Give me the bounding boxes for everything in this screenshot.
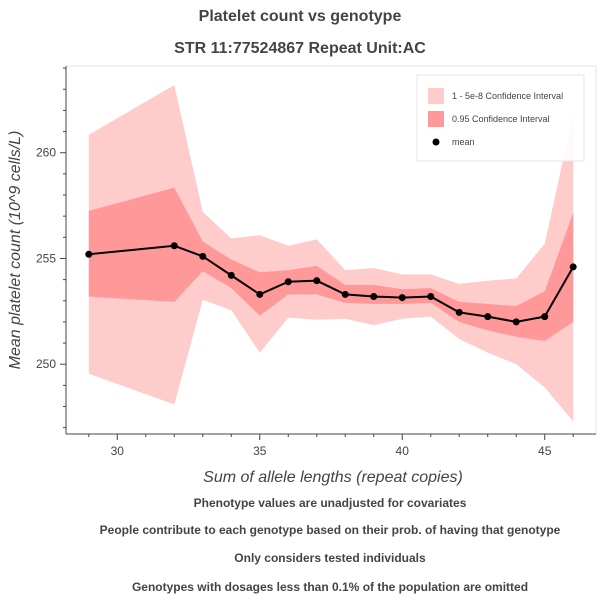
chart-title: Platelet count vs genotype [198,8,402,25]
note-tested: Only considers tested individuals [234,551,426,565]
mean-point [370,293,378,301]
note-omitted: Genotypes with dosages less than 0.1% of… [131,580,529,594]
y-tick-label: 250 [36,357,56,371]
legend-swatch-ci-wide [428,88,444,104]
mean-point [484,313,492,321]
legend-label: 0.95 Confidence Interval [452,114,550,124]
mean-point [569,263,577,271]
legend-label: mean [452,137,475,147]
legend-label: 1 - 5e-8 Confidence Interval [452,91,563,101]
mean-point [427,293,435,301]
legend-box [416,74,585,162]
x-tick-label: 35 [253,444,267,458]
x-tick-label: 45 [538,444,552,458]
chart-subtitle: STR 11:77524867 Repeat Unit:AC [174,40,426,57]
y-tick-label: 260 [36,146,56,160]
mean-line [88,244,575,323]
legend-swatch-mean [432,138,440,146]
mean-point [170,242,178,250]
x-tick-label: 40 [396,444,410,458]
mean-point [85,250,93,258]
x-tick-label: 30 [111,444,125,458]
legend-swatch-ci-narrow [428,111,444,127]
mean-point [256,290,264,298]
mean-point [341,290,349,298]
note-unadjusted: Phenotype values are unadjusted for cova… [193,496,467,510]
mean-point [227,271,235,279]
mean-point [313,277,321,285]
ci-narrow-band [88,187,574,341]
mean-point [512,318,520,326]
y-tick-label: 255 [36,251,56,265]
mean-point [398,294,406,302]
y-axis-title: Mean platelet count (10^9 cells/L) [7,131,24,370]
mean-point [541,313,549,321]
x-axis-title: Sum of allele lengths (repeat copies) [203,469,463,486]
note-probability: People contribute to each genotype based… [99,523,561,537]
mean-point [199,252,207,260]
mean-point [455,308,463,316]
mean-point [284,278,292,286]
